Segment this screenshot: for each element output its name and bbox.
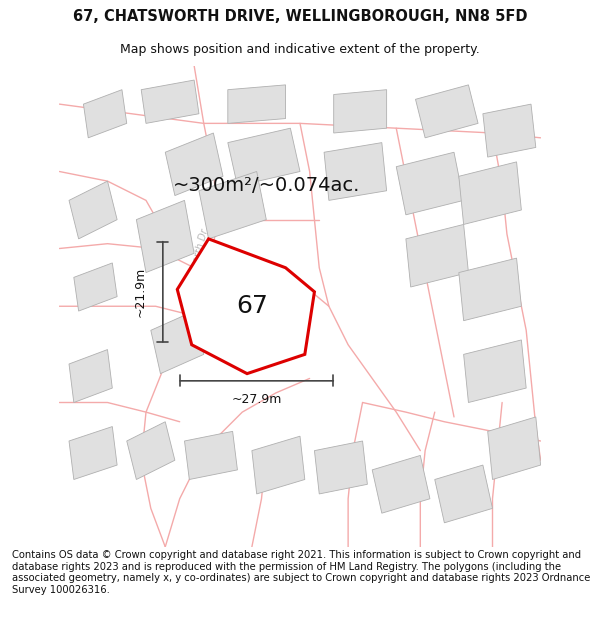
Text: Map shows position and indicative extent of the property.: Map shows position and indicative extent…	[120, 42, 480, 56]
Text: ~21.9m: ~21.9m	[133, 267, 146, 317]
Text: ~27.9m: ~27.9m	[232, 392, 282, 406]
Polygon shape	[127, 422, 175, 479]
Polygon shape	[459, 162, 521, 224]
Text: 67, CHATSWORTH DRIVE, WELLINGBOROUGH, NN8 5FD: 67, CHATSWORTH DRIVE, WELLINGBOROUGH, NN…	[73, 9, 527, 24]
Polygon shape	[136, 201, 194, 272]
Polygon shape	[69, 426, 117, 479]
Text: Chatsworth Dr: Chatsworth Dr	[182, 228, 211, 298]
Polygon shape	[396, 152, 464, 215]
Polygon shape	[314, 441, 367, 494]
Text: Contains OS data © Crown copyright and database right 2021. This information is : Contains OS data © Crown copyright and d…	[12, 550, 590, 595]
Polygon shape	[141, 80, 199, 123]
Polygon shape	[435, 465, 493, 522]
Polygon shape	[165, 133, 223, 196]
Polygon shape	[151, 311, 204, 374]
Polygon shape	[74, 263, 117, 311]
Polygon shape	[252, 436, 305, 494]
Polygon shape	[69, 181, 117, 239]
Polygon shape	[83, 89, 127, 138]
Polygon shape	[464, 340, 526, 402]
Polygon shape	[459, 258, 521, 321]
Polygon shape	[372, 456, 430, 513]
Polygon shape	[69, 349, 112, 403]
Polygon shape	[415, 85, 478, 138]
Polygon shape	[488, 417, 541, 479]
Polygon shape	[406, 224, 469, 287]
Polygon shape	[199, 171, 266, 239]
Polygon shape	[228, 128, 300, 186]
Polygon shape	[228, 85, 286, 123]
Text: ~300m²/~0.074ac.: ~300m²/~0.074ac.	[173, 176, 360, 196]
Polygon shape	[334, 89, 386, 133]
Polygon shape	[185, 431, 238, 479]
Polygon shape	[483, 104, 536, 157]
Polygon shape	[177, 239, 314, 374]
Text: 67: 67	[236, 294, 268, 318]
Polygon shape	[324, 142, 386, 201]
